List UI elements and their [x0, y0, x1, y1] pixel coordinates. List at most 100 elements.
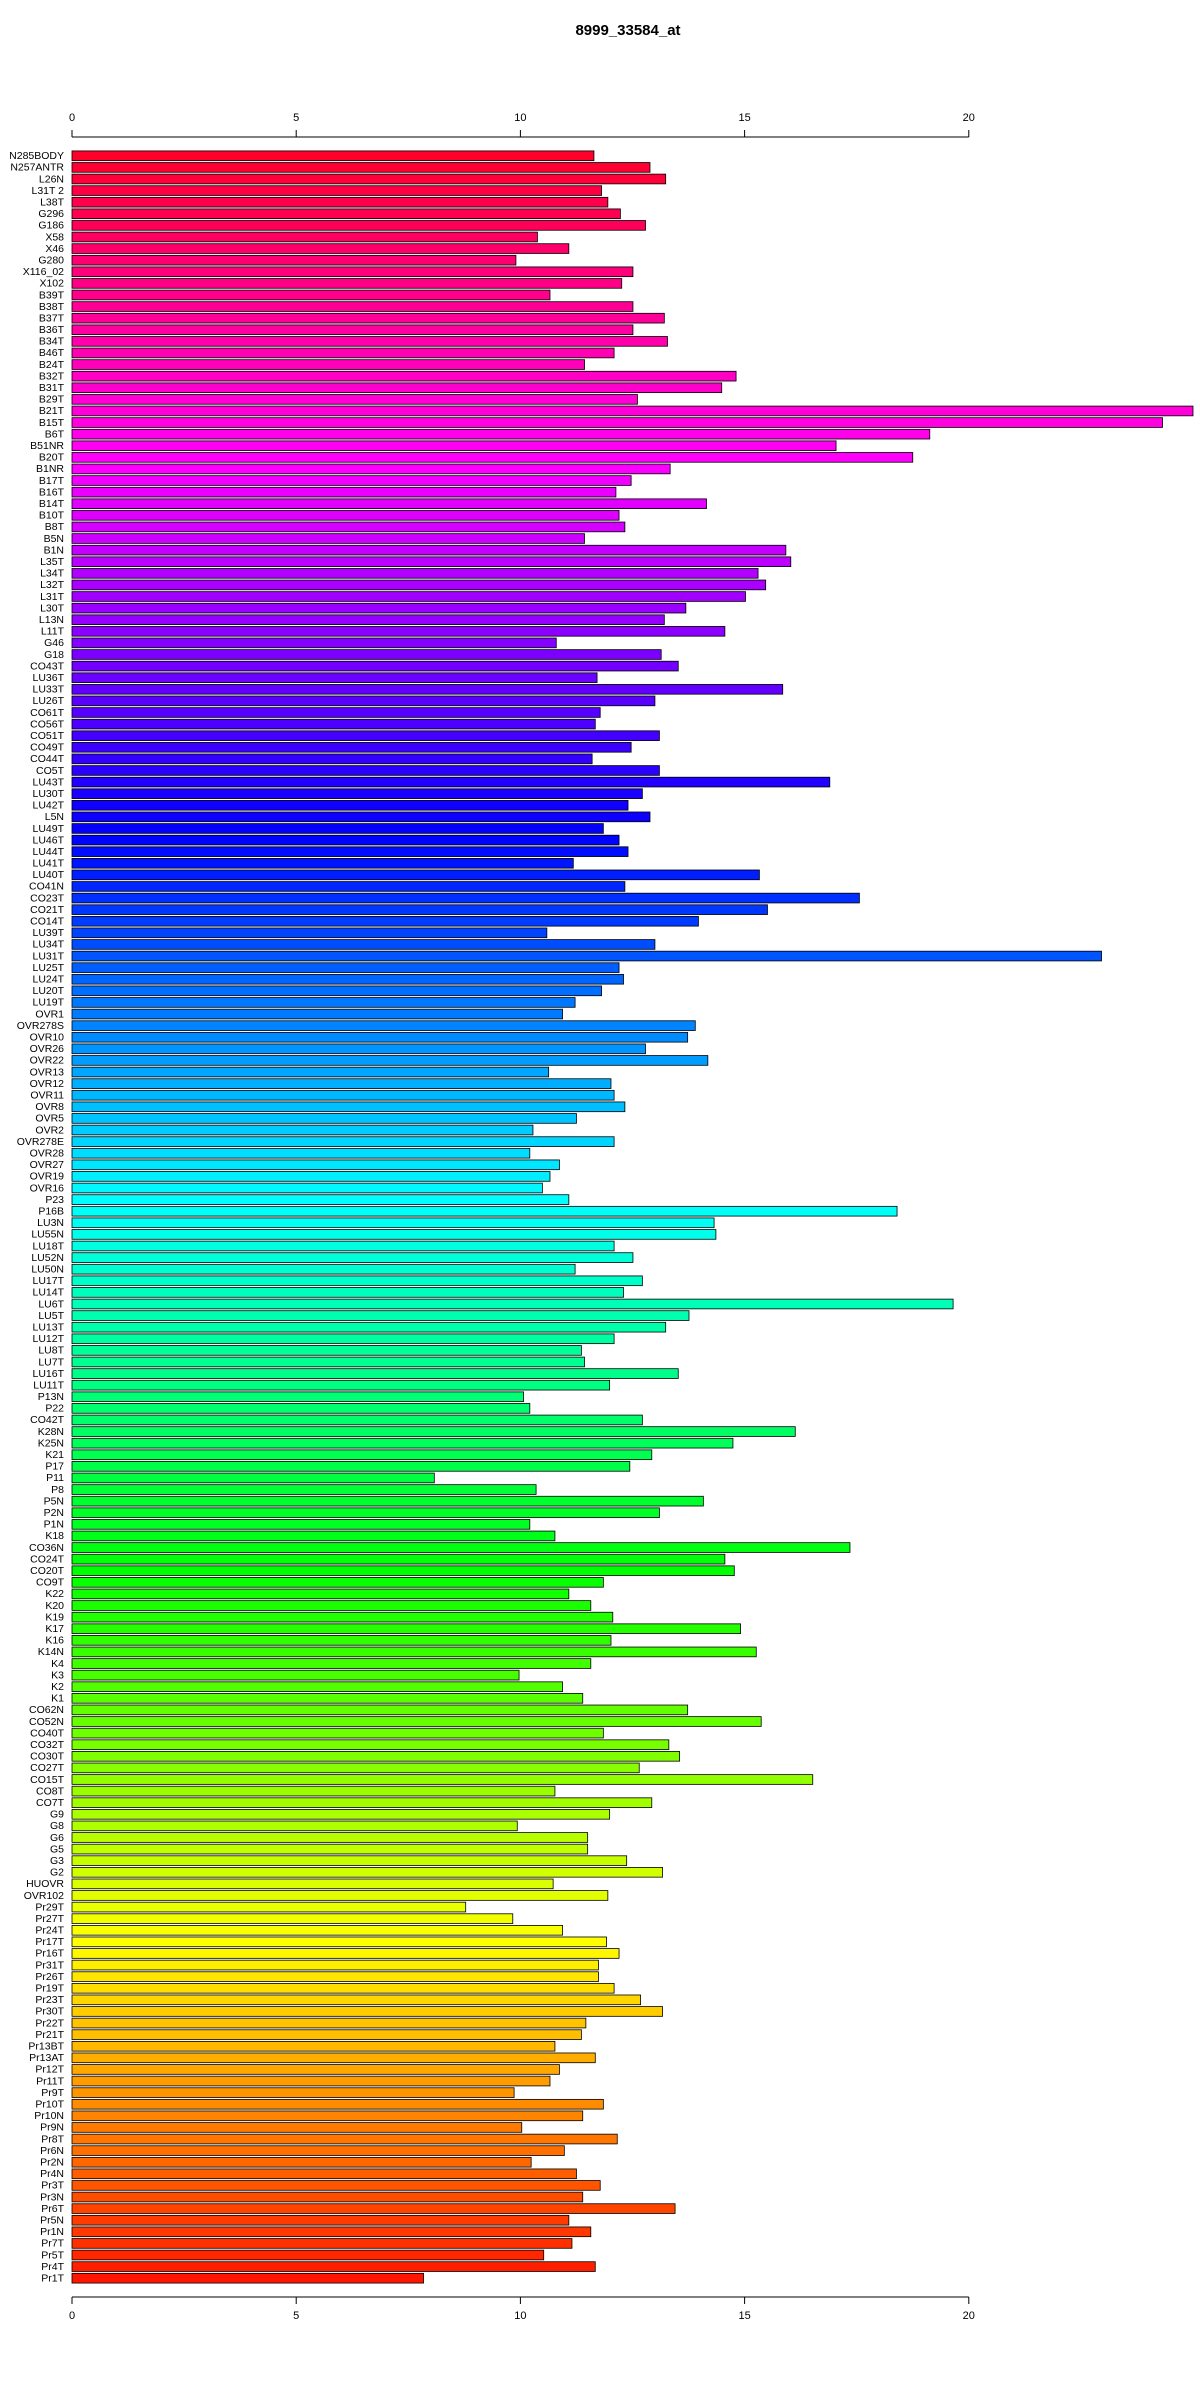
bar — [71, 1519, 531, 1530]
bar — [71, 1553, 726, 1565]
y-tick-label: Pr4N — [40, 2168, 64, 2180]
y-tick-label: Pr27T — [35, 1913, 64, 1925]
y-tick-label: Pr13AT — [29, 2052, 64, 2064]
y-tick-label: Pr22T — [35, 2017, 64, 2029]
bar — [71, 1240, 615, 1252]
bar — [71, 568, 759, 579]
y-tick-label: G186 — [38, 220, 64, 232]
bar — [71, 973, 624, 985]
y-tick-label: LU19T — [32, 997, 64, 1009]
bar — [71, 2214, 570, 2226]
bar — [71, 1809, 611, 1820]
y-tick-label: LU18T — [32, 1240, 64, 1252]
bar — [71, 185, 602, 196]
bar — [71, 1774, 814, 1785]
x-tick-label: 5 — [293, 2310, 299, 2322]
bar — [71, 2238, 573, 2249]
y-tick-label: LU17T — [32, 1275, 64, 1287]
bar — [71, 1588, 570, 1600]
y-tick-label: LU7T — [38, 1356, 64, 1368]
y-tick-label: G6 — [50, 1832, 64, 1844]
y-tick-label: OVR278S — [17, 1020, 64, 1032]
bar — [71, 718, 596, 730]
bar — [71, 1913, 514, 1924]
bar — [71, 208, 621, 220]
bar — [71, 1136, 615, 1147]
bar — [71, 1820, 518, 1832]
y-tick-label: K14N — [38, 1646, 64, 1658]
y-tick-label: X102 — [39, 278, 64, 290]
y-tick-label: G8 — [50, 1820, 64, 1832]
y-tick-label: B1N — [44, 544, 64, 556]
y-tick-label: K17 — [45, 1623, 64, 1635]
y-tick-label: LU49T — [32, 823, 64, 835]
bar — [71, 1147, 531, 1159]
y-tick-label: CO41N — [29, 881, 64, 893]
y-tick-label: K16 — [45, 1635, 64, 1647]
y-tick-label: CO5T — [36, 765, 65, 777]
x-tick-label: 0 — [69, 2310, 75, 2322]
bar — [71, 1878, 554, 1890]
bar — [71, 1379, 611, 1391]
bar — [71, 486, 617, 498]
bar — [71, 1577, 604, 1588]
y-tick-label: CO27T — [30, 1762, 64, 1774]
y-tick-label: P11 — [46, 1472, 64, 1484]
y-tick-label: Pr17T — [35, 1936, 64, 1948]
y-tick-label: CO21T — [30, 904, 64, 916]
bar — [71, 278, 623, 289]
bar — [71, 452, 914, 463]
bar — [71, 510, 620, 521]
bar — [71, 2226, 592, 2238]
y-tick-label: OVR22 — [30, 1055, 65, 1067]
bar — [71, 939, 656, 950]
y-tick-label: Pr9T — [41, 2087, 64, 2099]
y-tick-label: OVR19 — [30, 1171, 65, 1183]
y-tick-label: B15T — [39, 417, 65, 429]
y-tick-label: Pr30T — [35, 2006, 64, 2018]
bar — [71, 1008, 563, 1020]
bar — [71, 811, 651, 823]
y-tick-label: P5N — [44, 1495, 64, 1507]
bar — [71, 1298, 954, 1310]
bar — [71, 544, 787, 556]
bar — [71, 1936, 607, 1948]
bar — [71, 1751, 680, 1762]
y-tick-label: Pr24T — [35, 1925, 64, 1937]
bar — [71, 324, 634, 336]
bar — [71, 162, 651, 173]
y-tick-label: K28N — [38, 1426, 64, 1438]
bar — [71, 1182, 543, 1194]
y-tick-label: B17T — [39, 475, 65, 487]
bar — [71, 2075, 551, 2087]
bar — [71, 243, 570, 254]
y-tick-label: B10T — [39, 510, 65, 522]
bar — [71, 1310, 690, 1321]
y-tick-label: CO24T — [30, 1553, 64, 1565]
x-tick-label: 15 — [738, 2310, 750, 2322]
bar — [71, 846, 629, 857]
y-tick-label: L31T 2 — [32, 185, 65, 197]
y-tick-label: Pr7T — [41, 2238, 64, 2250]
y-tick-label: CO44T — [30, 753, 64, 765]
bar — [71, 2064, 560, 2075]
y-tick-label: LU42T — [32, 800, 64, 812]
bar — [71, 359, 585, 370]
bar — [71, 602, 687, 614]
x-tick-label: 5 — [293, 112, 299, 124]
y-tick-label: OVR10 — [30, 1032, 65, 1044]
y-tick-label: LU16T — [32, 1368, 64, 1380]
bar — [71, 707, 601, 718]
bar — [71, 1994, 641, 2006]
y-tick-label: K1 — [51, 1693, 64, 1705]
y-tick-label: P8 — [51, 1484, 64, 1496]
y-tick-label: Pr29T — [35, 1901, 64, 1913]
bar — [71, 1635, 612, 1646]
bar — [71, 1124, 534, 1136]
y-tick-label: CO23T — [30, 892, 64, 904]
bar — [71, 2261, 596, 2272]
bar — [71, 498, 707, 510]
y-tick-label: X46 — [45, 243, 64, 255]
bar — [71, 1658, 592, 1669]
bar — [71, 2249, 545, 2261]
